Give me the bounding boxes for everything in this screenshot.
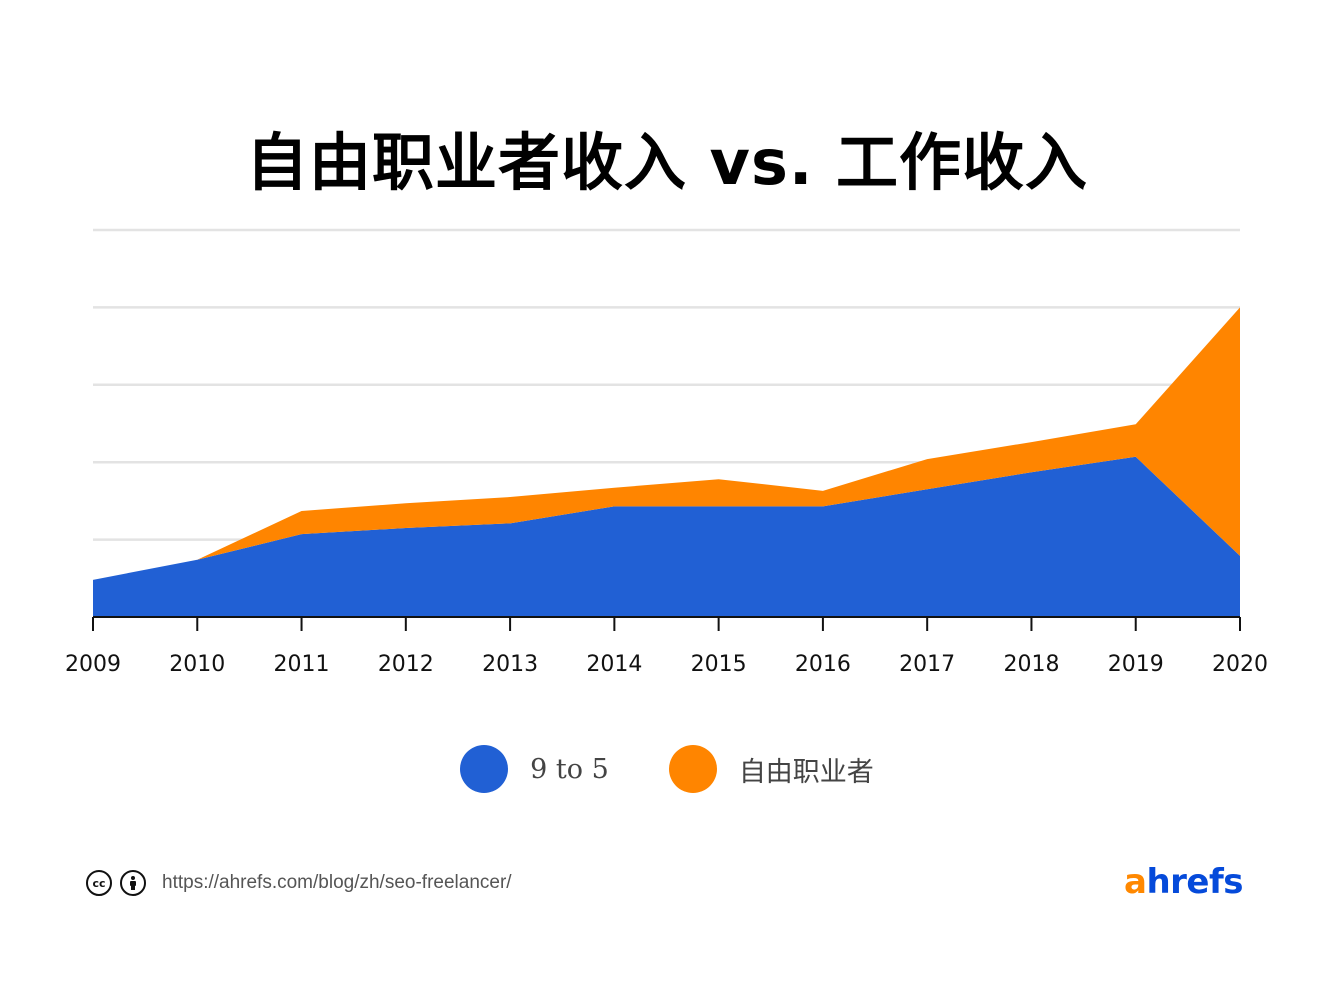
legend-item-freelancer: 自由职业者 bbox=[668, 745, 874, 793]
legend-swatch-9to5 bbox=[460, 745, 509, 793]
x-tick-label: 2014 bbox=[586, 652, 642, 677]
x-tick-label: 2013 bbox=[482, 652, 538, 677]
areas bbox=[93, 307, 1240, 617]
x-axis bbox=[92, 616, 1241, 631]
area-series-1 bbox=[93, 307, 1240, 580]
attribution-icon bbox=[120, 870, 146, 896]
legend-item-9to5: 9 to 5 bbox=[460, 745, 609, 793]
footer-attribution: cc https://ahrefs.com/blog/zh/seo-freela… bbox=[86, 870, 512, 896]
area-series-0 bbox=[93, 456, 1240, 617]
legend: 9 to 5 自由职业者 bbox=[0, 745, 1334, 793]
legend-swatch-freelancer bbox=[668, 745, 717, 793]
logo-text: hrefs bbox=[1146, 862, 1244, 902]
x-tick-label: 2011 bbox=[274, 652, 330, 677]
x-tick-label: 2017 bbox=[899, 652, 955, 677]
creative-commons-icon: cc bbox=[86, 870, 112, 896]
x-tick-label: 2018 bbox=[1003, 652, 1059, 677]
chart-title: 自由职业者收入 vs. 工作收入 bbox=[245, 126, 1089, 199]
x-tick-label: 2020 bbox=[1212, 652, 1268, 677]
stacked-area-chart: 2009 2010 2011 2012 2013 2014 2015 2016 2017 2018… bbox=[65, 228, 1268, 677]
legend-label-9to5: 9 to 5 bbox=[530, 753, 609, 785]
x-tick-label: 2019 bbox=[1108, 652, 1164, 677]
x-tick-label: 2016 bbox=[795, 652, 851, 677]
logo-letter-a: a bbox=[1124, 862, 1147, 902]
x-tick-label: 2015 bbox=[691, 652, 747, 677]
source-url-link[interactable]: https://ahrefs.com/blog/zh/seo-freelance… bbox=[162, 872, 512, 893]
x-tick-label: 2010 bbox=[169, 652, 225, 677]
x-tick-labels: 2009 2010 2011 2012 2013 2014 2015 2016 2017 2018… bbox=[65, 652, 1268, 677]
legend-label-freelancer: 自由职业者 bbox=[738, 756, 874, 788]
x-tick-label: 2009 bbox=[65, 652, 121, 677]
ahrefs-logo: ahrefs bbox=[1124, 862, 1244, 902]
x-tick-label: 2012 bbox=[378, 652, 434, 677]
